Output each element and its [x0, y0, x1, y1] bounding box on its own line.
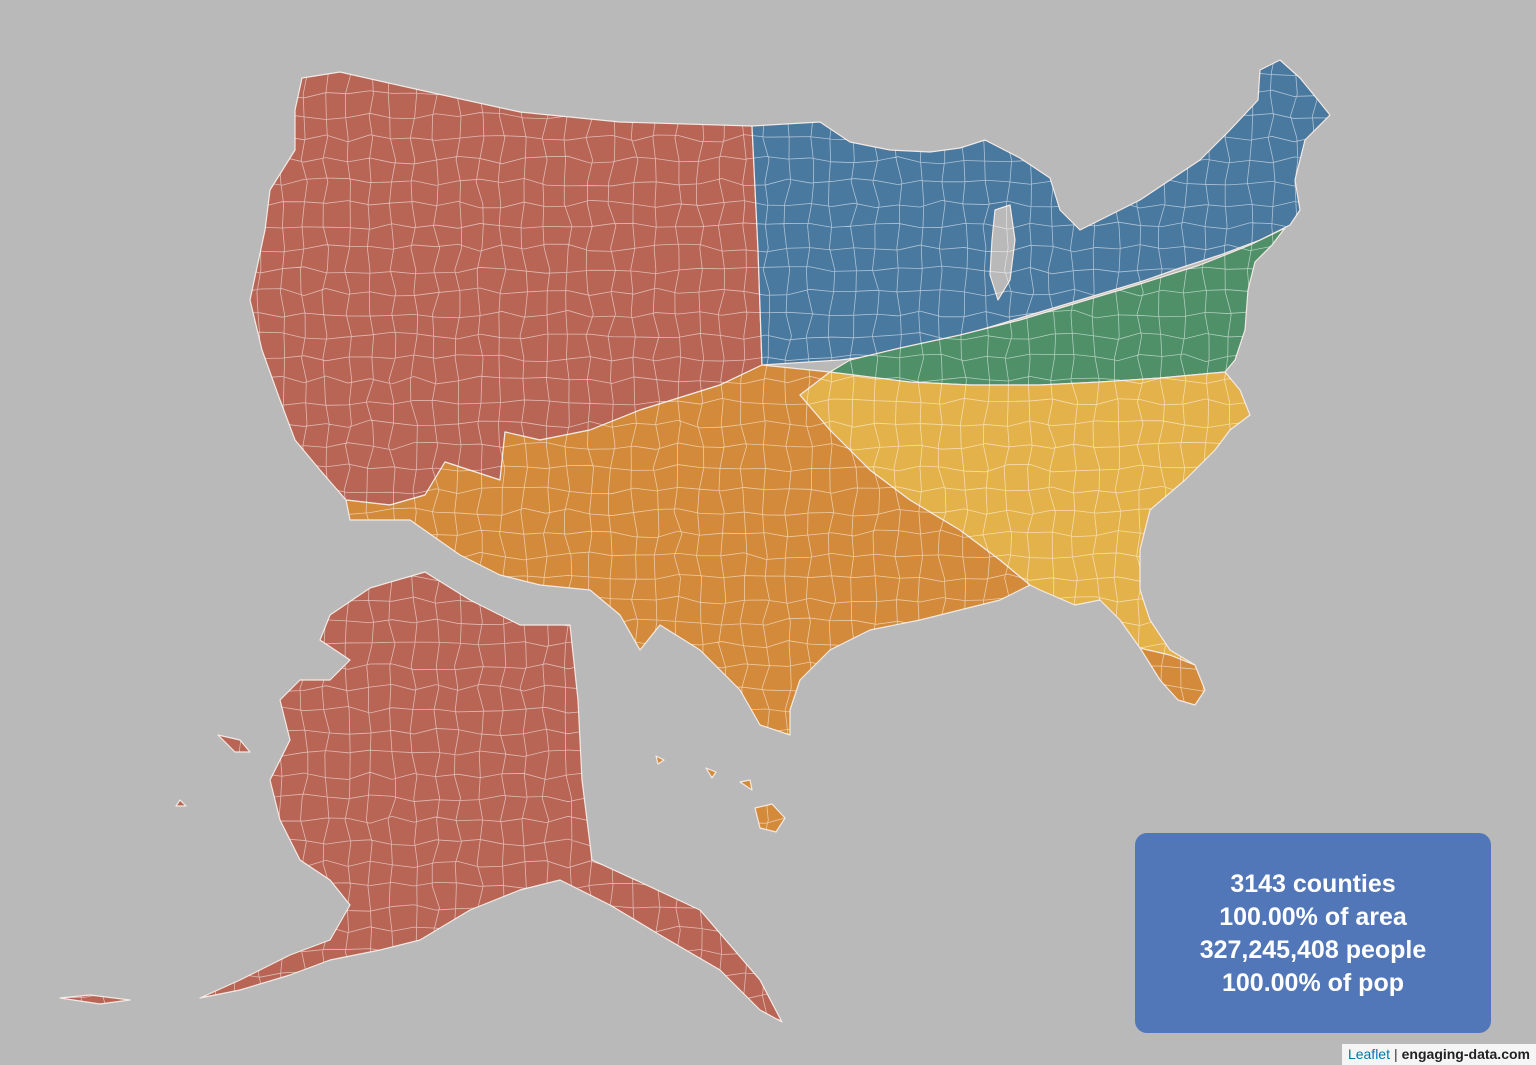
info-people: 327,245,408 people [1199, 936, 1427, 964]
attribution-site: engaging-data.com [1401, 1046, 1530, 1062]
attribution-separator: | [1394, 1046, 1398, 1062]
region-alaska[interactable] [59, 571, 783, 1023]
info-counties: 3143 counties [1230, 870, 1396, 898]
aleutian-islands [59, 734, 251, 1005]
info-pop: 100.00% of pop [1222, 969, 1404, 997]
attribution: Leaflet | engaging-data.com [1341, 1044, 1536, 1065]
leaflet-link[interactable]: Leaflet [1347, 1046, 1390, 1062]
hawaii-islands[interactable] [655, 755, 786, 833]
info-area: 100.00% of area [1219, 903, 1407, 931]
region-alaska-shape[interactable] [199, 571, 783, 1023]
info-box: 3143 counties 100.00% of area 327,245,40… [1135, 833, 1491, 1033]
